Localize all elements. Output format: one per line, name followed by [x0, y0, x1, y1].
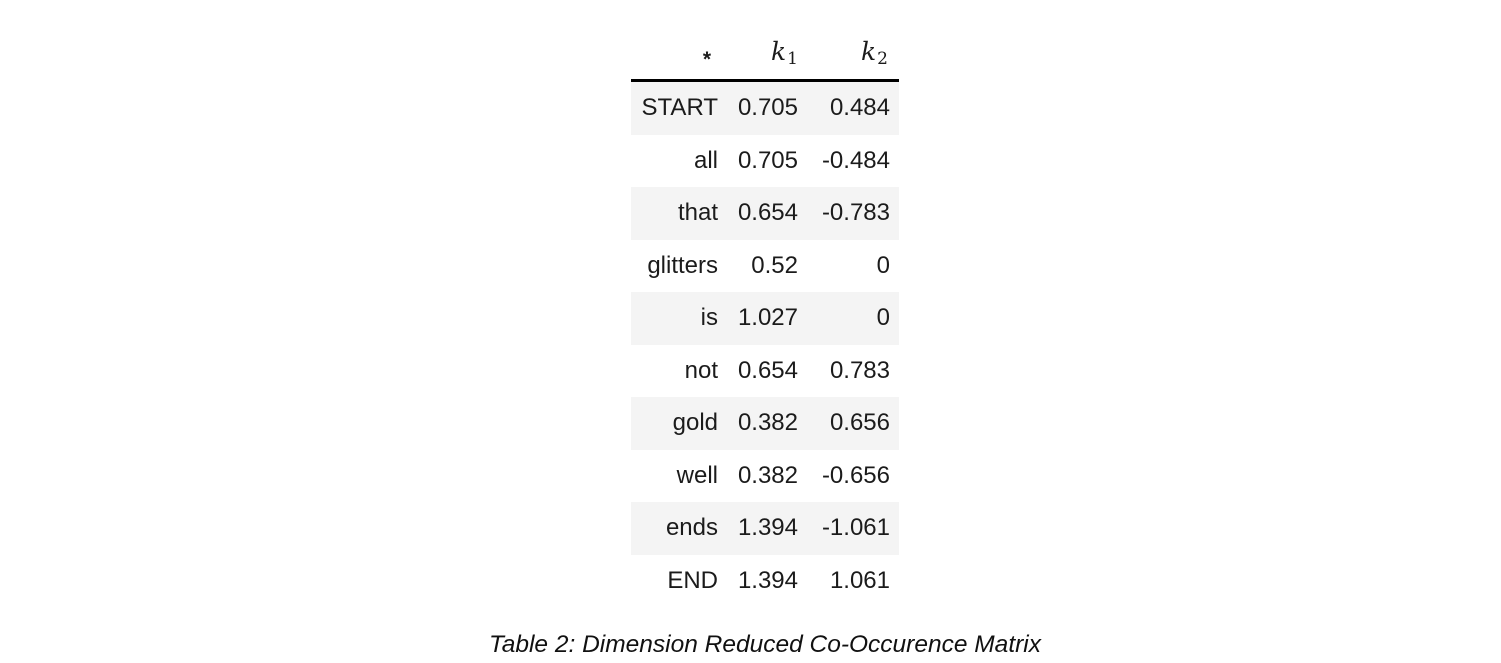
k2-value-cell: 1.061	[829, 566, 890, 594]
k2-value-cell: 0	[876, 304, 890, 332]
row-label-cell: gold	[672, 409, 718, 437]
table-caption: Table 2: Dimension Reduced Co-Occurence …	[489, 631, 1041, 658]
k2-subscript: 2	[877, 49, 888, 69]
table-row: gold 0.382 0.656	[631, 397, 899, 450]
table-row: all 0.705 -0.484	[631, 135, 899, 188]
k1-value-cell: 0.705	[737, 146, 798, 174]
k2-value-cell: -0.484	[821, 146, 890, 174]
k1-value-cell: 0.705	[737, 94, 798, 122]
k2-value-cell: 0.484	[829, 94, 890, 122]
table-row: ends 1.394 -1.061	[631, 502, 899, 555]
row-label-cell: END	[667, 566, 718, 594]
table-row: START 0.705 0.484	[631, 80, 899, 135]
row-label-cell: well	[676, 461, 718, 489]
k2-math-label: k2	[861, 37, 888, 69]
k2-value-cell: 0	[876, 251, 890, 279]
table-row: not 0.654 0.783	[631, 345, 899, 398]
header-cell-k2: k2	[798, 15, 899, 82]
header-cell-k1: k1	[718, 15, 798, 82]
row-label-cell: all	[693, 146, 718, 174]
k2-value-cell: -0.656	[821, 461, 890, 489]
k1-value-cell: 0.654	[737, 356, 798, 384]
k2-value-cell: 0.656	[829, 409, 890, 437]
row-label-cell: is	[700, 304, 718, 332]
k1-math-label: k1	[771, 37, 798, 69]
k1-value-cell: 1.394	[737, 566, 798, 594]
k2-value-cell: -1.061	[821, 514, 890, 542]
table-row: is 1.027 0	[631, 292, 899, 345]
star-symbol: *	[702, 48, 711, 71]
table-row: glitters 0.52 0	[631, 240, 899, 293]
k1-value-cell: 0.654	[737, 199, 798, 227]
row-label-cell: not	[684, 356, 718, 384]
row-label-cell: ends	[665, 514, 718, 542]
row-label-cell: glitters	[647, 251, 718, 279]
k1-value-cell: 1.027	[737, 304, 798, 332]
header-row: * k1 k2	[631, 15, 899, 82]
cooccurrence-table: * k1 k2 START 0.705 0.484 all 0.705 -0.4…	[631, 15, 899, 607]
k1-value-cell: 0.52	[751, 251, 798, 279]
k1-subscript: 1	[787, 49, 798, 69]
table-row: END 1.394 1.061	[631, 555, 899, 608]
table-row: well 0.382 -0.656	[631, 450, 899, 503]
k2-value-cell: -0.783	[821, 199, 890, 227]
k1-value-cell: 1.394	[737, 514, 798, 542]
row-label-cell: START	[641, 94, 718, 122]
k2-value-cell: 0.783	[829, 356, 890, 384]
table-row: that 0.654 -0.783	[631, 187, 899, 240]
row-label-cell: that	[677, 199, 718, 227]
k1-value-cell: 0.382	[737, 409, 798, 437]
header-cell-star: *	[631, 15, 718, 82]
k1-value-cell: 0.382	[737, 461, 798, 489]
dimension-reduced-matrix: * k1 k2 START 0.705 0.484 all 0.705 -0.4…	[631, 15, 899, 607]
